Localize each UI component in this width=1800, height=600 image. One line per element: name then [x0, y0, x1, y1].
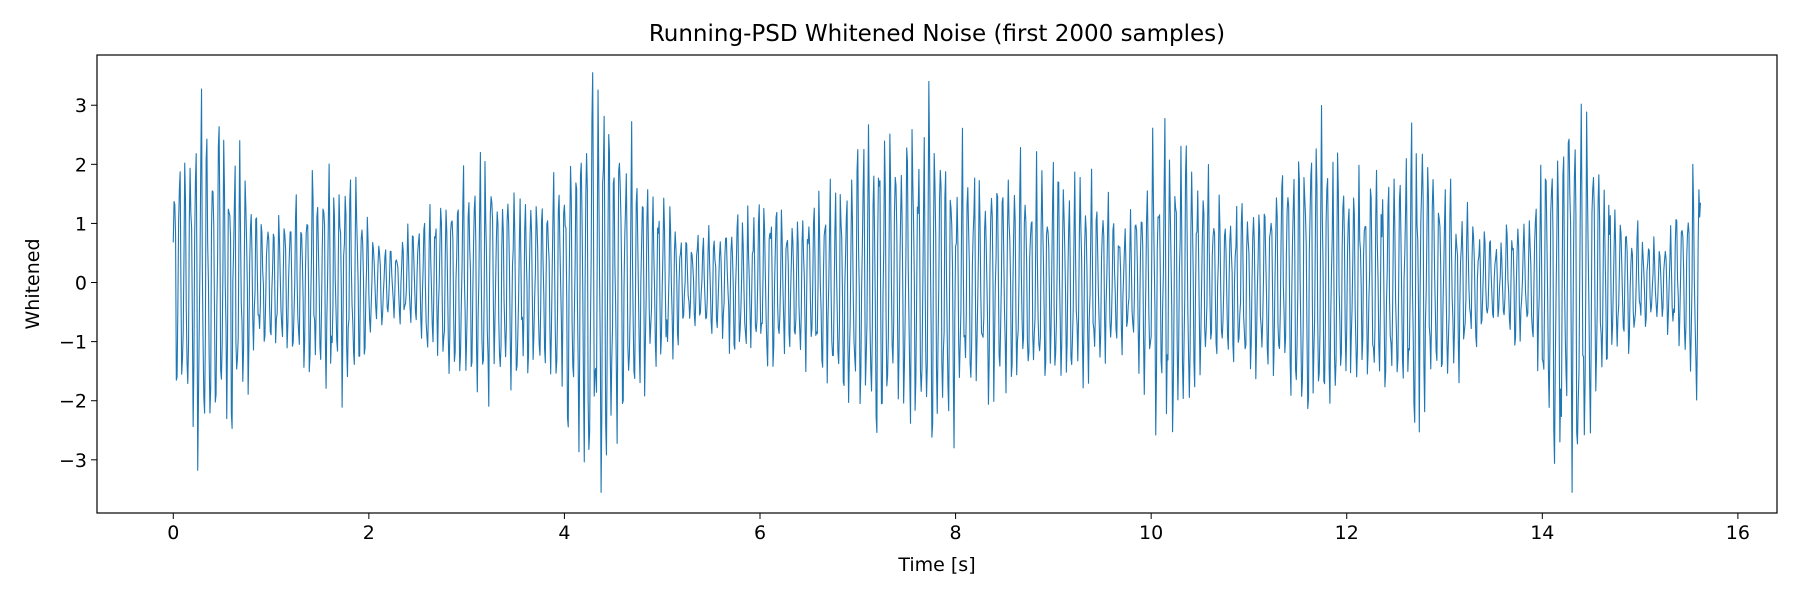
y-tick-label: 3 [75, 95, 87, 117]
x-axis-label: Time [s] [897, 554, 975, 576]
y-tick-label: −3 [59, 450, 87, 472]
y-axis-label: Whitened [22, 238, 44, 329]
x-tick-label: 10 [1139, 522, 1163, 544]
plot-area [96, 54, 1778, 514]
chart-title: Running-PSD Whitened Noise (first 2000 s… [649, 21, 1225, 47]
y-tick-label: 0 [75, 273, 87, 295]
x-tick-label: 0 [167, 522, 179, 544]
x-tick-label: 4 [558, 522, 570, 544]
x-tick-label: 16 [1726, 522, 1750, 544]
y-tick-label: 1 [75, 213, 87, 235]
x-tick-label: 6 [754, 522, 766, 544]
x-tick-label: 14 [1530, 522, 1554, 544]
x-tick-label: 8 [950, 522, 962, 544]
x-tick-label: 12 [1335, 522, 1359, 544]
x-axis: 0 2 4 6 8 10 12 14 16 [167, 513, 1750, 544]
y-tick-label: −1 [59, 332, 87, 354]
plot-frame [96, 54, 1778, 514]
y-axis: −3 −2 −1 0 1 2 3 [59, 95, 97, 472]
x-tick-label: 2 [363, 522, 375, 544]
y-tick-label: −2 [59, 391, 87, 413]
y-tick-label: 2 [75, 154, 87, 176]
series-whitened-line [172, 72, 1701, 493]
